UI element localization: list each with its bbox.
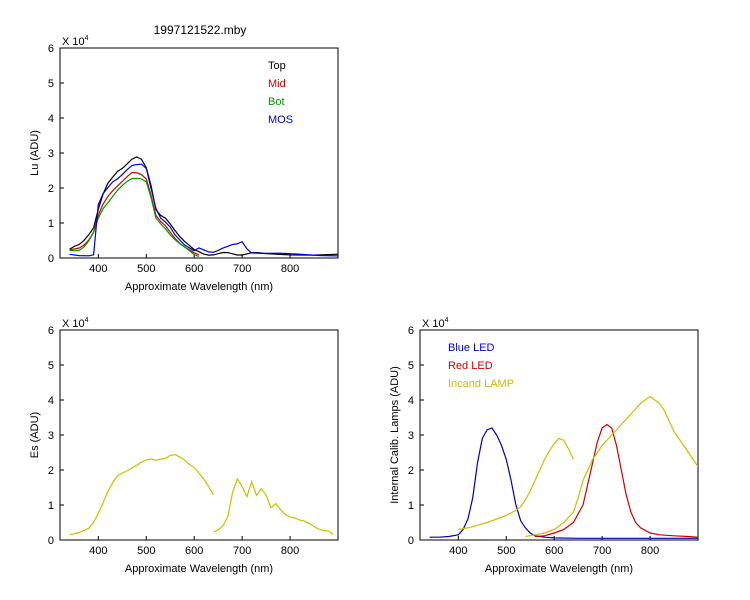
lu-exponent-label: X 104 [62,35,89,48]
es-y-tick-label: 5 [48,360,54,372]
lamps-y-axis-label: Internal Calib. Lamps (ADU) [389,366,401,504]
es-x-tick-label: 700 [233,545,251,557]
lu-x-tick-label: 400 [89,263,107,275]
es-plot-frame [59,329,339,541]
lamps-y-tick-label: 0 [408,535,414,547]
lamps-y-tick-label: 2 [408,465,414,477]
lu-y-tick-label: 0 [48,253,54,265]
es-y-tick-label: 0 [48,535,54,547]
lamps-x-tick-label: 600 [545,545,563,557]
lu-legend-bot: Bot [268,96,285,108]
es-series-line-1 [213,477,334,535]
lu-y-tick-label: 5 [48,78,54,90]
es-y-tick-label: 1 [48,500,54,512]
lamps-legend-red-led: Red LED [448,360,493,372]
es-y-tick-label: 6 [48,325,54,337]
lu-y-tick-label: 4 [48,113,54,125]
lu-x-tick-label: 500 [137,263,155,275]
lu-series-mos [69,163,338,257]
lamps-legend-blue-led: Blue LED [448,342,495,354]
lu-y-tick-label: 3 [48,148,54,160]
lamps-series-incand-lamp [458,437,574,531]
lamps-y-tick-label: 6 [408,325,414,337]
lu-series-bot [69,177,200,258]
lu-x-tick-label: 600 [185,263,203,275]
lamps-legend-incand-lamp: Incand LAMP [448,378,514,390]
lu-y-tick-label: 6 [48,43,54,55]
lamps-exponent-power: 4 [445,317,449,324]
es-x-tick-label: 400 [89,545,107,557]
lu-x-tick-label: 800 [281,263,299,275]
lu-series-top [69,156,338,256]
es-x-axis-label: Approximate Wavelength (nm) [125,563,273,575]
lamps-y-tick-label: 1 [408,500,414,512]
lu-series-mid [69,171,200,256]
es-x-tick-label: 500 [137,545,155,557]
lamps-x-tick-label: 500 [497,545,515,557]
es-series-line-0 [69,453,214,536]
es-y-tick-label: 3 [48,430,54,442]
es-x-tick-label: 800 [281,545,299,557]
es-exponent-base: X 10 [62,318,85,330]
es-y-axis-label: Es (ADU) [29,412,41,458]
lamps-y-tick-label: 3 [408,430,414,442]
es-x-tick-label: 600 [185,545,203,557]
lu-legend-mid: Mid [268,78,286,90]
lamps-exponent-label: X 104 [422,317,449,330]
lu-exponent-power: 4 [85,35,89,42]
lamps-exponent-base: X 10 [422,318,445,330]
lamps-series-line-3 [525,395,698,538]
lu-x-tick-label: 700 [233,263,251,275]
lamps-series-red-led [534,423,698,538]
lamps-y-tick-label: 5 [408,360,414,372]
lu-legend-mos: MOS [268,114,293,126]
es-exponent-label: X 104 [62,317,89,330]
lu-legend-top: Top [268,60,286,72]
lamps-x-axis-label: Approximate Wavelength (nm) [485,563,633,575]
lu-plot-frame [59,47,339,259]
lu-y-tick-label: 2 [48,183,54,195]
lamps-x-tick-label: 400 [449,545,467,557]
es-exponent-power: 4 [85,317,89,324]
lamps-y-tick-label: 4 [408,395,414,407]
lu-exponent-base: X 10 [62,36,85,48]
lamps-series-blue-led [429,427,698,539]
lu-y-tick-label: 1 [48,218,54,230]
lamps-x-tick-label: 700 [593,545,611,557]
figure-title: 1997121522.mby [154,23,247,37]
lu-y-axis-label: Lu (ADU) [29,130,41,176]
lu-x-axis-label: Approximate Wavelength (nm) [125,281,273,293]
es-y-tick-label: 2 [48,465,54,477]
lamps-x-tick-label: 800 [641,545,659,557]
es-y-tick-label: 4 [48,395,54,407]
